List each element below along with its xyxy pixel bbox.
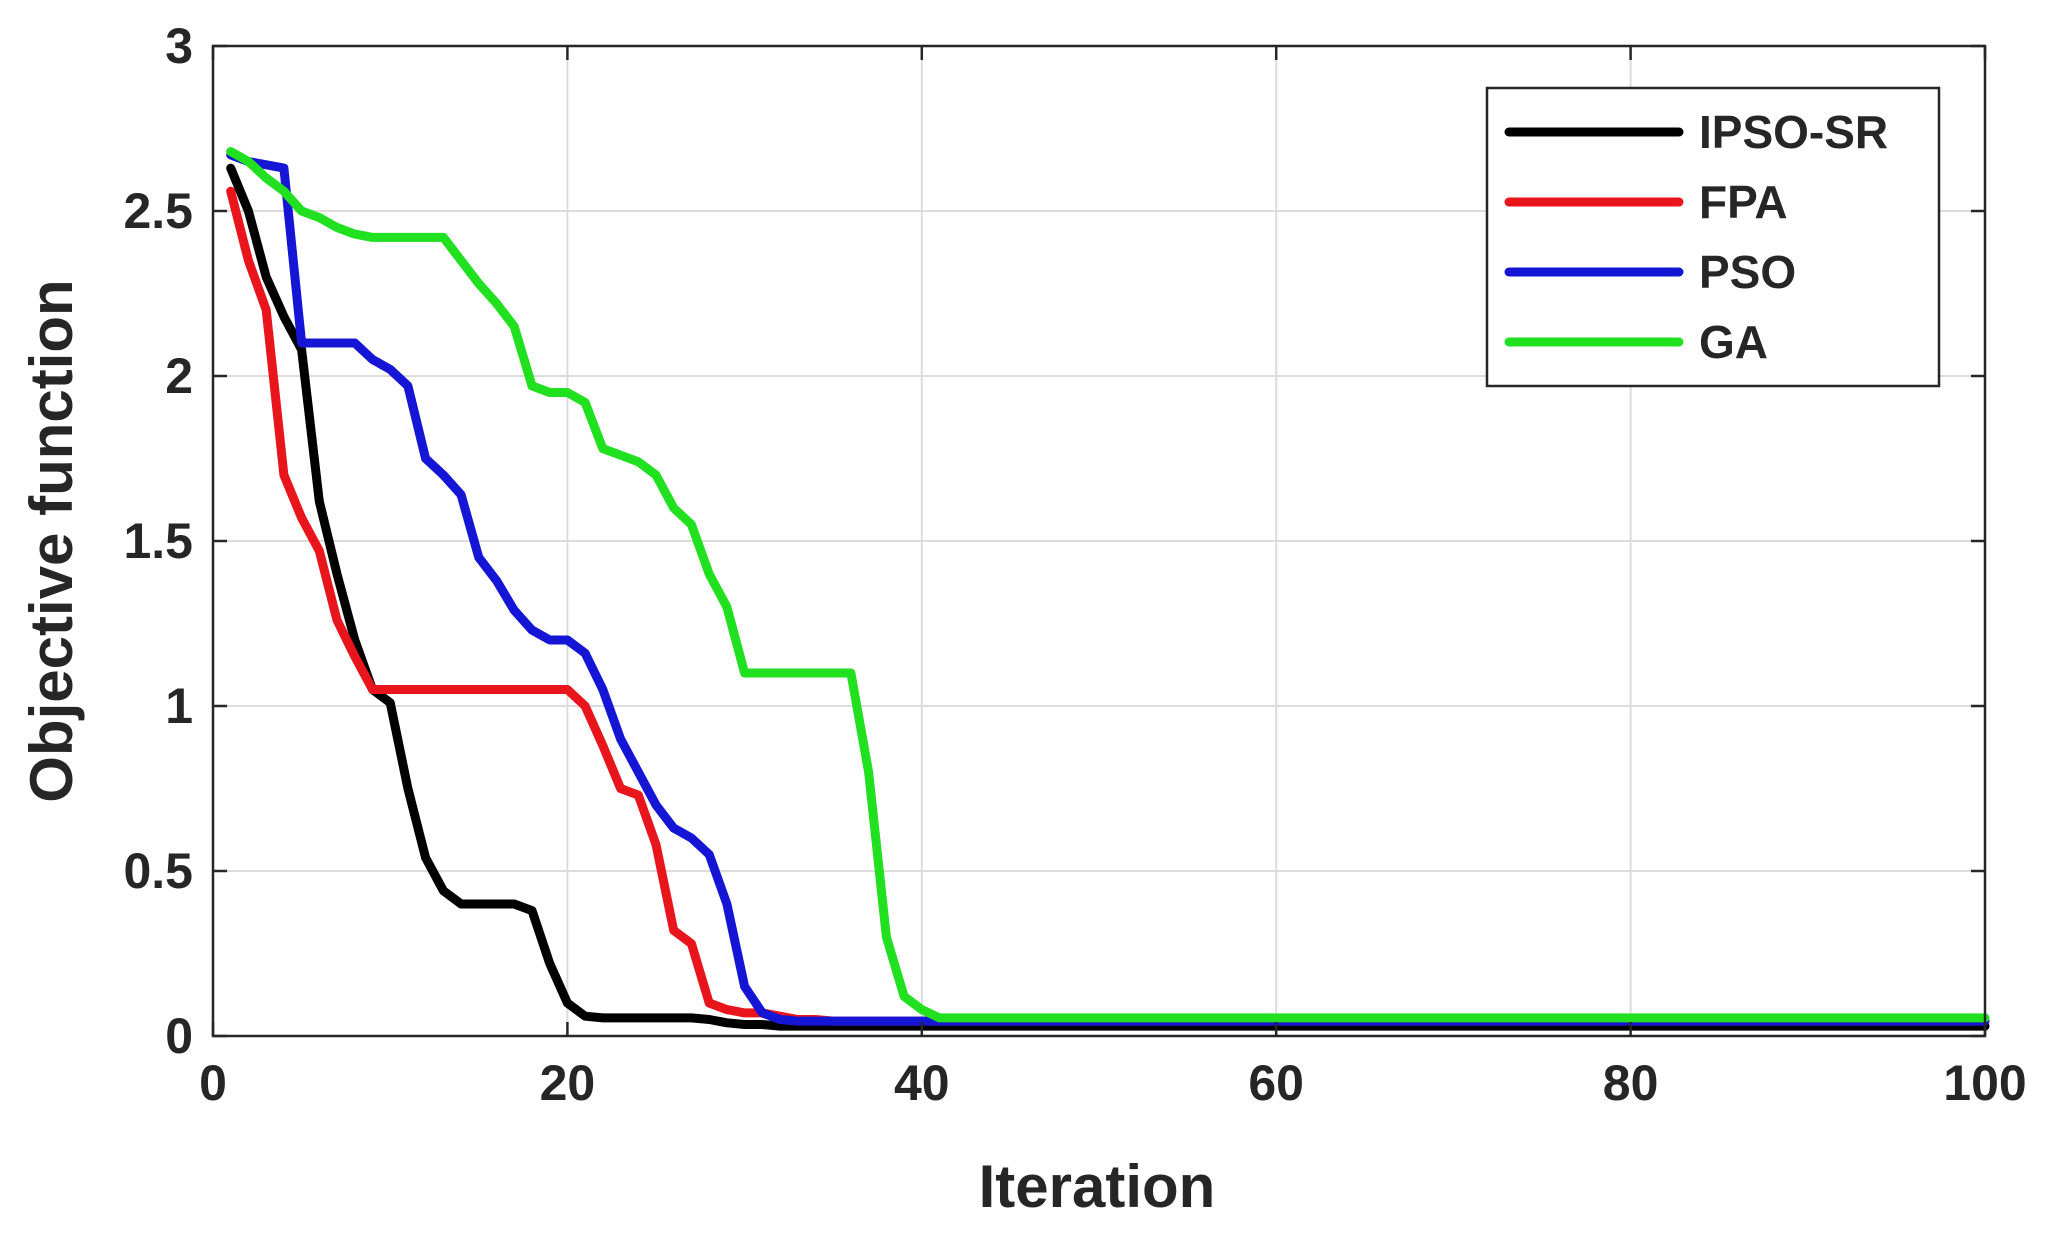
legend-label-ga: GA [1699,316,1768,368]
x-tick-label: 60 [1248,1055,1304,1111]
x-axis-title: Iteration [979,1153,1216,1220]
y-axis-title: Objective function [18,279,85,802]
y-tick-label: 1 [165,678,193,734]
legend-label-fpa: FPA [1699,176,1788,228]
series-line-pso [226,150,1990,1026]
y-tick-label: 3 [165,18,193,74]
series-layer [226,147,1990,1031]
legend-label-pso: PSO [1699,246,1796,298]
series-line-ipso-sr [226,163,1990,1031]
legend: IPSO-SR FPA PSO GA [1485,86,1941,388]
y-tick-label: 0.5 [123,843,193,899]
x-tick-label: 20 [540,1055,596,1111]
x-tick-label: 0 [199,1055,227,1111]
x-tick-label: 40 [894,1055,950,1111]
legend-label-ipso-sr: IPSO-SR [1699,106,1888,158]
series-line-ga [226,147,1990,1023]
y-tick-label: 1.5 [123,513,193,569]
tick-layer: 0 20 40 60 80 100 0 0.5 1 1.5 2 2.5 3 [123,18,2026,1111]
y-tick-label: 0 [165,1008,193,1064]
y-tick-label: 2 [165,348,193,404]
y-tick-label: 2.5 [123,183,193,239]
x-tick-label: 100 [1943,1055,2026,1111]
legend-box [1485,86,1941,388]
x-tick-label: 80 [1603,1055,1659,1111]
